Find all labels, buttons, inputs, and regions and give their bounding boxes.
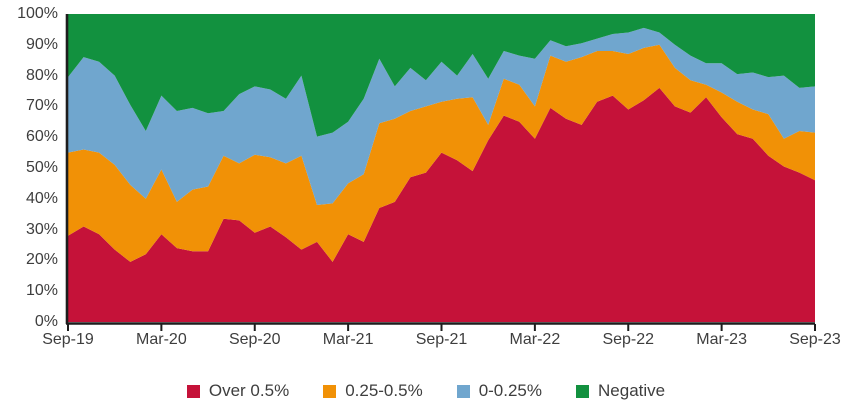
y-tick-label: 30% — [25, 220, 58, 238]
legend-swatch-icon — [323, 384, 337, 398]
x-tick-label: Mar-21 — [322, 331, 374, 348]
chart-legend: Over 0.5% 0.25-0.5% 0-0.25% Negative — [0, 381, 852, 401]
legend-item: 0-0.25% — [456, 381, 543, 401]
y-tick-label: 80% — [25, 66, 58, 84]
legend-label: Over 0.5% — [208, 381, 290, 400]
x-tick-label: Mar-23 — [696, 331, 747, 348]
y-tick-label: 20% — [25, 251, 58, 269]
x-tick-label: Mar-22 — [509, 331, 561, 348]
legend-item: Negative — [576, 381, 665, 401]
y-tick-label: 60% — [25, 128, 58, 146]
area-series-1 — [68, 87, 815, 323]
legend-label: 0-0.25% — [478, 381, 543, 400]
area-series-3 — [68, 27, 815, 206]
x-tick-label: Sep-19 — [42, 331, 94, 348]
y-tick-label: 10% — [25, 282, 58, 300]
legend-swatch-icon — [456, 384, 470, 398]
legend-swatch-icon — [576, 384, 590, 398]
x-tick-label: Mar-20 — [136, 331, 187, 348]
area-series-4 — [68, 14, 815, 137]
x-tick-label: Sep-23 — [789, 331, 841, 348]
y-tick-label: 70% — [25, 97, 58, 115]
legend-item: Over 0.5% — [186, 381, 290, 401]
x-tick-label: Sep-20 — [228, 331, 281, 348]
legend-item: 0.25-0.5% — [323, 381, 423, 401]
x-tick-label: Sep-21 — [415, 331, 468, 348]
y-tick-label: 0% — [34, 313, 58, 330]
x-tick-label: Sep-22 — [602, 331, 655, 348]
y-tick-label: 100% — [17, 5, 58, 22]
y-tick-label: 40% — [25, 189, 58, 207]
legend-label: 0.25-0.5% — [345, 381, 423, 400]
y-tick-label: 50% — [25, 159, 58, 176]
area-series-2 — [68, 44, 815, 262]
legend-label: Negative — [598, 381, 666, 400]
legend-swatch-icon — [186, 384, 200, 398]
y-tick-label: 90% — [25, 35, 58, 53]
